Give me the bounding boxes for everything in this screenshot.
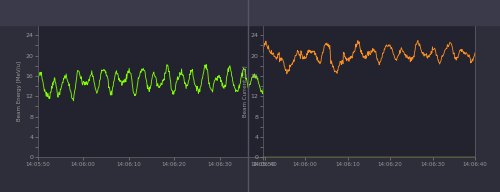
Text: μA: μA <box>405 4 416 13</box>
Text: 17.581: 17.581 <box>115 4 150 13</box>
Y-axis label: Beam Energy [MeV/u]: Beam Energy [MeV/u] <box>16 61 21 121</box>
Text: 21.256: 21.256 <box>366 4 400 13</box>
Y-axis label: Beam Current [μA]: Beam Current [μA] <box>242 65 248 117</box>
Text: Beam Current :: Beam Current : <box>252 4 317 13</box>
Text: MeV/u: MeV/u <box>155 4 182 13</box>
Text: Beam Energy :: Beam Energy : <box>4 4 66 13</box>
